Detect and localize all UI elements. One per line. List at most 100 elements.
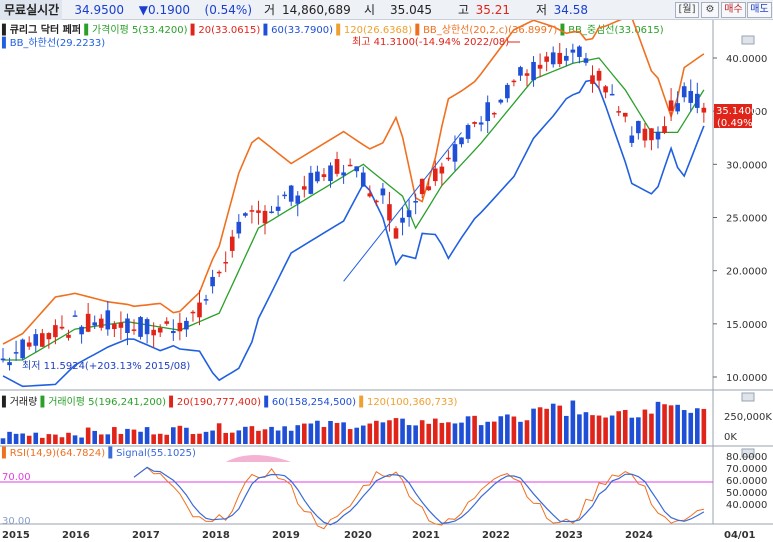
candle: [46, 333, 52, 340]
candle: [426, 186, 432, 191]
rsi-legend: ▌RSI(14,9)(64.7824) ▌Signal(55.1025): [2, 448, 196, 459]
candle: [675, 103, 680, 112]
candle: [66, 334, 71, 338]
settings-gear-icon[interactable]: ⚙: [701, 2, 719, 18]
volume-bar: [590, 415, 595, 444]
volume-bar: [275, 430, 281, 444]
scale-toggle-icon[interactable]: [741, 35, 755, 45]
volume-bar: [642, 409, 648, 444]
rsi-tick-label: 80.0000: [726, 452, 767, 463]
candle: [649, 128, 654, 141]
legend-bb-upper: BB_상한선(20,2,c)(36.8997): [423, 25, 558, 36]
volume-bar: [570, 400, 576, 444]
candle: [609, 93, 615, 96]
volume-value: 14,860,689: [282, 2, 351, 17]
volume-bar: [210, 430, 215, 444]
legend-ma20: 20(33.0615): [198, 25, 261, 36]
quote-header: 무료실시간 34.9500 ▼0.1900 (0.54%) 거 14,860,6…: [0, 0, 773, 20]
legend-vol-ma60: 60(158,254,500): [271, 397, 357, 408]
volume-bar: [249, 426, 255, 444]
volume-bar: [79, 437, 84, 444]
stock-chart[interactable]: 40.000035.000030.000025.000020.000015.00…: [0, 20, 773, 542]
volume-bar: [288, 430, 294, 444]
volume-bar: [334, 422, 340, 444]
candle: [164, 321, 170, 324]
volume-bar: [524, 420, 530, 444]
price-tick-label: 15.0000: [726, 320, 767, 331]
candle: [524, 73, 530, 76]
candle: [446, 157, 451, 160]
year-tick-label: 2015: [2, 530, 30, 541]
volume-bar: [505, 414, 510, 444]
volume-bar: [236, 430, 242, 444]
volume-legend: ▌거래량 ▌거래이평 5(196,241,200) ▌20(190,777,40…: [2, 397, 458, 408]
candle: [269, 211, 274, 214]
volume-bar: [269, 426, 274, 444]
buy-button[interactable]: 매수: [721, 2, 746, 18]
volume-bar: [164, 434, 170, 444]
volume-bar: [243, 426, 248, 444]
candle: [308, 172, 314, 194]
legend-bb-lower: BB_하한선(29.2233): [9, 38, 106, 49]
candle: [151, 329, 156, 336]
legend-bb-mid: BB_중심선(33.0615): [568, 25, 664, 36]
candle: [347, 164, 353, 167]
bb-lower-line: [2, 79, 705, 388]
candle: [603, 86, 608, 93]
volume-bar: [112, 427, 117, 444]
current-price: 34.9500: [74, 2, 124, 17]
candle: [190, 311, 196, 314]
candle: [118, 322, 124, 328]
candle: [40, 333, 45, 347]
volume-bar: [59, 437, 65, 444]
high-annotation: 최고 41.3100(-14.94% 2022/08): [352, 36, 509, 48]
volume-bar: [662, 404, 667, 444]
candle: [72, 315, 78, 317]
candle: [295, 195, 301, 204]
candle: [125, 318, 130, 334]
candle: [701, 107, 707, 113]
candle: [334, 159, 340, 174]
realtime-mode-label[interactable]: 무료실시간: [0, 0, 62, 20]
candle: [59, 326, 65, 329]
volume-bar: [491, 421, 497, 444]
price-change: ▼0.1900: [138, 2, 190, 17]
volume-bar: [360, 425, 366, 444]
candle: [485, 102, 490, 122]
candle: [229, 236, 235, 251]
candle: [518, 67, 523, 76]
year-tick-label: 2020: [344, 530, 372, 541]
candle: [328, 165, 333, 182]
candle: [413, 201, 418, 203]
volume-bar: [40, 437, 45, 444]
volume-bar: [622, 409, 628, 444]
volume-bar: [66, 432, 71, 444]
candle: [557, 52, 563, 64]
year-tick-label: 2018: [202, 530, 230, 541]
volume-bar: [387, 420, 392, 444]
candle: [655, 131, 661, 140]
candle: [53, 325, 58, 338]
year-tick-label: 2024: [625, 530, 653, 541]
period-button[interactable]: [월]: [675, 2, 699, 18]
candle: [360, 172, 366, 187]
scale-toggle-icon[interactable]: [741, 448, 755, 458]
volume-bar: [636, 417, 641, 444]
volume-bar: [485, 421, 490, 444]
volume-tick-label: 250,000K: [724, 412, 772, 423]
candle: [243, 213, 248, 216]
candle: [236, 221, 242, 234]
volume-bar: [216, 423, 222, 444]
volume-bar: [577, 414, 582, 444]
sell-button[interactable]: 매도: [747, 2, 772, 18]
volume-bar: [609, 415, 615, 444]
volume-bar: [557, 405, 563, 444]
volume-bar: [550, 403, 556, 444]
volume-bar: [190, 434, 196, 444]
volume-bar: [413, 425, 418, 444]
volume-bar: [452, 423, 458, 444]
open-value: 35.045: [390, 2, 432, 17]
volume-bar: [518, 421, 523, 444]
scale-toggle-icon[interactable]: [741, 392, 755, 402]
legend-ma120: 120(26.6368): [343, 25, 413, 36]
